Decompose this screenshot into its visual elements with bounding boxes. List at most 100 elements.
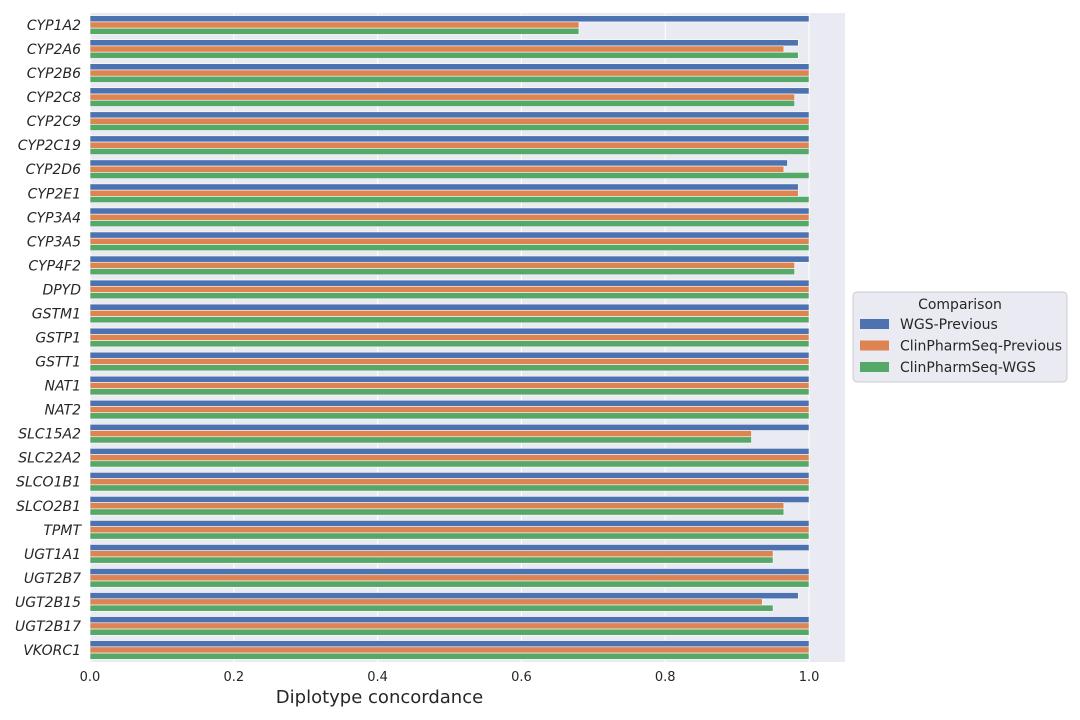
legend-label: WGS-Previous	[900, 317, 998, 333]
bar	[89, 616, 810, 624]
bar	[89, 496, 810, 503]
bar	[89, 423, 810, 431]
bar	[89, 574, 810, 582]
bar	[89, 220, 810, 227]
y-tick-label: CYP2B6	[27, 66, 81, 82]
bar	[89, 327, 810, 335]
bar	[89, 87, 810, 95]
x-tick-label: 1.0	[799, 670, 820, 685]
y-tick-label: UGT2B7	[24, 571, 81, 587]
y-tick-label: NAT2	[45, 403, 82, 419]
x-tick-labels: 0.0 0.2 0.4 0.6 0.8 1.0	[80, 670, 820, 685]
y-tick-label: CYP3A5	[27, 234, 81, 250]
bar	[89, 196, 810, 203]
bar	[89, 478, 810, 486]
bar	[89, 183, 799, 191]
bar	[89, 544, 810, 552]
bar	[89, 135, 810, 143]
bar	[89, 69, 810, 77]
bar	[89, 532, 810, 540]
y-tick-label: CYP2C19	[18, 138, 81, 154]
x-tick-label: 0.4	[367, 670, 388, 685]
bar	[89, 231, 810, 239]
y-tick-label: GSTT1	[35, 355, 81, 371]
x-tick-label: 0.2	[223, 670, 244, 685]
bar	[89, 148, 810, 155]
x-tick-label: 0.0	[80, 670, 101, 685]
bar	[89, 244, 810, 252]
bar	[89, 604, 774, 612]
bar	[89, 568, 810, 576]
legend-title: Comparison	[918, 297, 1002, 313]
y-tick-label: SLCO2B1	[16, 499, 81, 515]
x-tick-label: 0.6	[511, 670, 532, 685]
y-tick-label: UGT2B15	[15, 595, 81, 611]
bar	[89, 21, 580, 29]
bar	[89, 213, 810, 221]
legend-swatch	[860, 362, 889, 372]
y-tick-label: UGT2B17	[15, 619, 81, 635]
bar	[89, 27, 580, 35]
y-tick-label: GSTP1	[35, 331, 81, 347]
bar	[89, 484, 810, 492]
legend: Comparison WGS-Previous ClinPharmSeq-Prev…	[852, 291, 1068, 383]
bar	[89, 279, 810, 287]
bar	[89, 63, 810, 71]
bar	[89, 358, 810, 365]
bar	[89, 406, 810, 414]
bar	[89, 382, 810, 389]
y-tick-label: CYP4F2	[28, 258, 81, 274]
y-tick-label: CYP2D6	[26, 162, 81, 178]
bar	[89, 640, 810, 648]
y-tick-label: CYP2E1	[28, 186, 81, 202]
bar	[89, 652, 810, 660]
y-tick-label: TPMT	[43, 523, 82, 539]
bar	[89, 303, 810, 311]
bar	[89, 334, 810, 341]
bar	[89, 99, 795, 107]
bar	[89, 51, 799, 59]
y-tick-label: CYP1A2	[27, 18, 81, 34]
bar	[89, 255, 810, 263]
bar	[89, 436, 752, 444]
bar	[89, 165, 785, 173]
bar	[89, 15, 810, 23]
y-tick-label: SLC15A2	[18, 427, 81, 443]
legend-swatch	[860, 319, 889, 329]
bar	[89, 628, 810, 636]
bar	[89, 310, 810, 317]
bar	[89, 111, 810, 119]
bar	[89, 45, 785, 53]
bar	[89, 556, 774, 564]
bar	[89, 646, 810, 654]
bar	[89, 117, 810, 125]
bars	[89, 15, 810, 660]
y-tick-label: SLC22A2	[18, 451, 81, 467]
bar	[89, 261, 795, 269]
bar	[89, 39, 799, 47]
y-tick-label: UGT1A1	[24, 547, 81, 563]
bar	[89, 502, 785, 510]
y-tick-labels: CYP1A2 CYP2A6 CYP2B6 CYP2C8 CYP2C9 CYP2C19 CYP…	[15, 18, 82, 659]
legend-swatch	[860, 340, 889, 351]
bar	[89, 189, 799, 197]
legend-label: ClinPharmSeq-WGS	[900, 360, 1036, 376]
bar	[89, 159, 788, 167]
legend-items: WGS-Previous ClinPharmSeq-Previous ClinPha…	[860, 317, 1062, 376]
bar	[89, 268, 795, 276]
bar	[89, 454, 810, 462]
bar	[89, 622, 810, 630]
bar	[89, 448, 810, 455]
y-tick-label: CYP2C8	[27, 90, 81, 106]
bar	[89, 172, 810, 179]
bar	[89, 592, 799, 600]
bar	[89, 412, 810, 420]
bar	[89, 141, 810, 149]
y-tick-label: CYP2C9	[27, 114, 81, 130]
y-tick-label: GSTM1	[32, 306, 81, 322]
bar	[89, 75, 810, 83]
bar	[89, 399, 810, 407]
x-tick-label: 0.8	[655, 670, 676, 685]
y-tick-label: DPYD	[42, 282, 81, 298]
